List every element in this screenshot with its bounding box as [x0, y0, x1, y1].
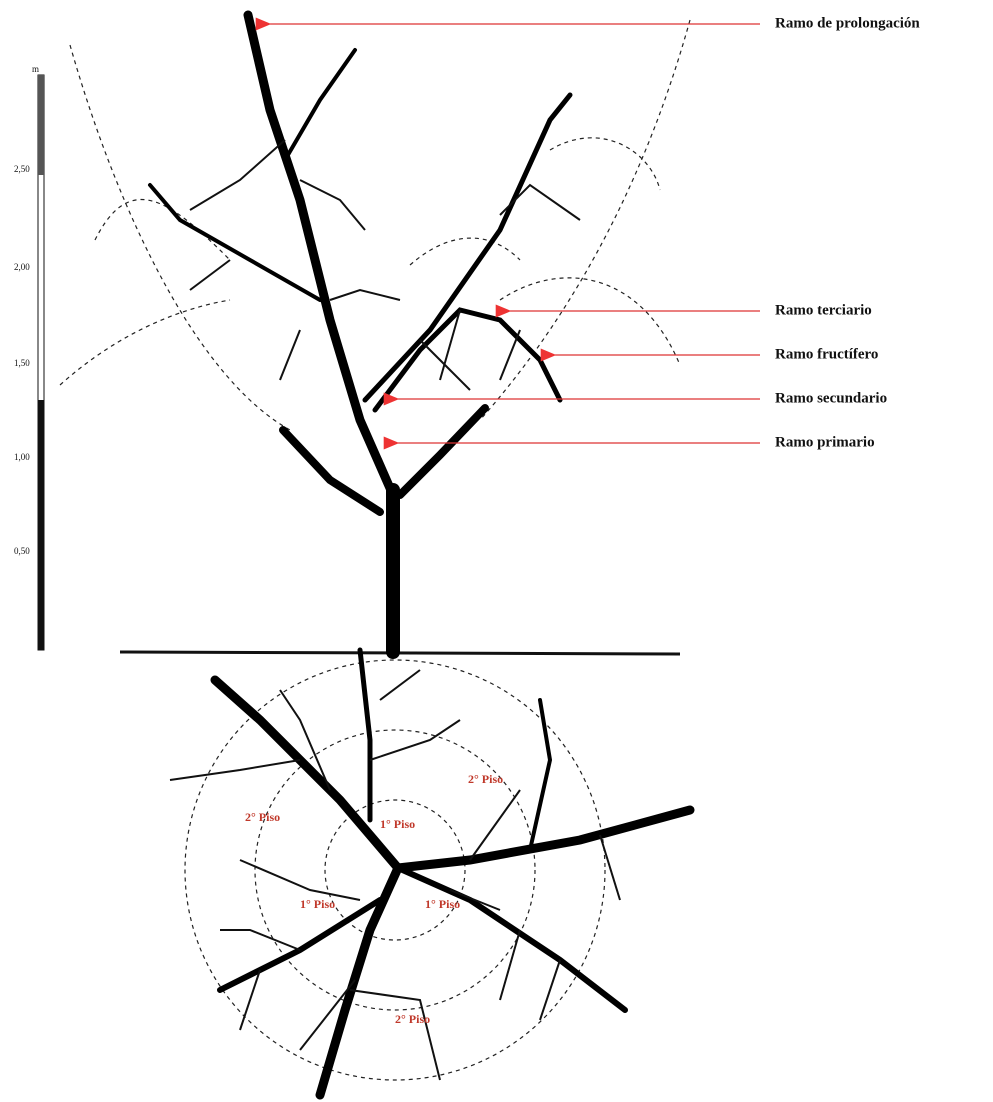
- label: Ramo terciario: [775, 302, 872, 318]
- scale-label: 1,50: [14, 358, 30, 368]
- plan-label: 2° Piso: [468, 772, 503, 786]
- scale-unit: m: [32, 64, 39, 74]
- plan-label: 1° Piso: [380, 817, 415, 831]
- label: Ramo de prolongación: [775, 15, 920, 31]
- label: Ramo primario: [775, 434, 875, 450]
- label: Ramo secundario: [775, 390, 887, 406]
- scale-label: 2,50: [14, 164, 30, 174]
- label: Ramo fructífero: [775, 346, 878, 362]
- ground: [120, 652, 680, 654]
- scale-label: 2,00: [14, 262, 30, 272]
- diagram: m 2,50 2,00 1,50 1,00 0,50 Ramo: [0, 0, 993, 1102]
- scale-label: 0,50: [14, 546, 30, 556]
- plan-label: 2° Piso: [395, 1012, 430, 1026]
- tree-plan: [170, 650, 690, 1095]
- tree-elevation: [60, 15, 690, 652]
- plan-label: 1° Piso: [425, 897, 460, 911]
- scale-label: 1,00: [14, 452, 30, 462]
- scale-bar: [38, 75, 44, 650]
- plan-label: 1° Piso: [300, 897, 335, 911]
- plan-label: 2° Piso: [245, 810, 280, 824]
